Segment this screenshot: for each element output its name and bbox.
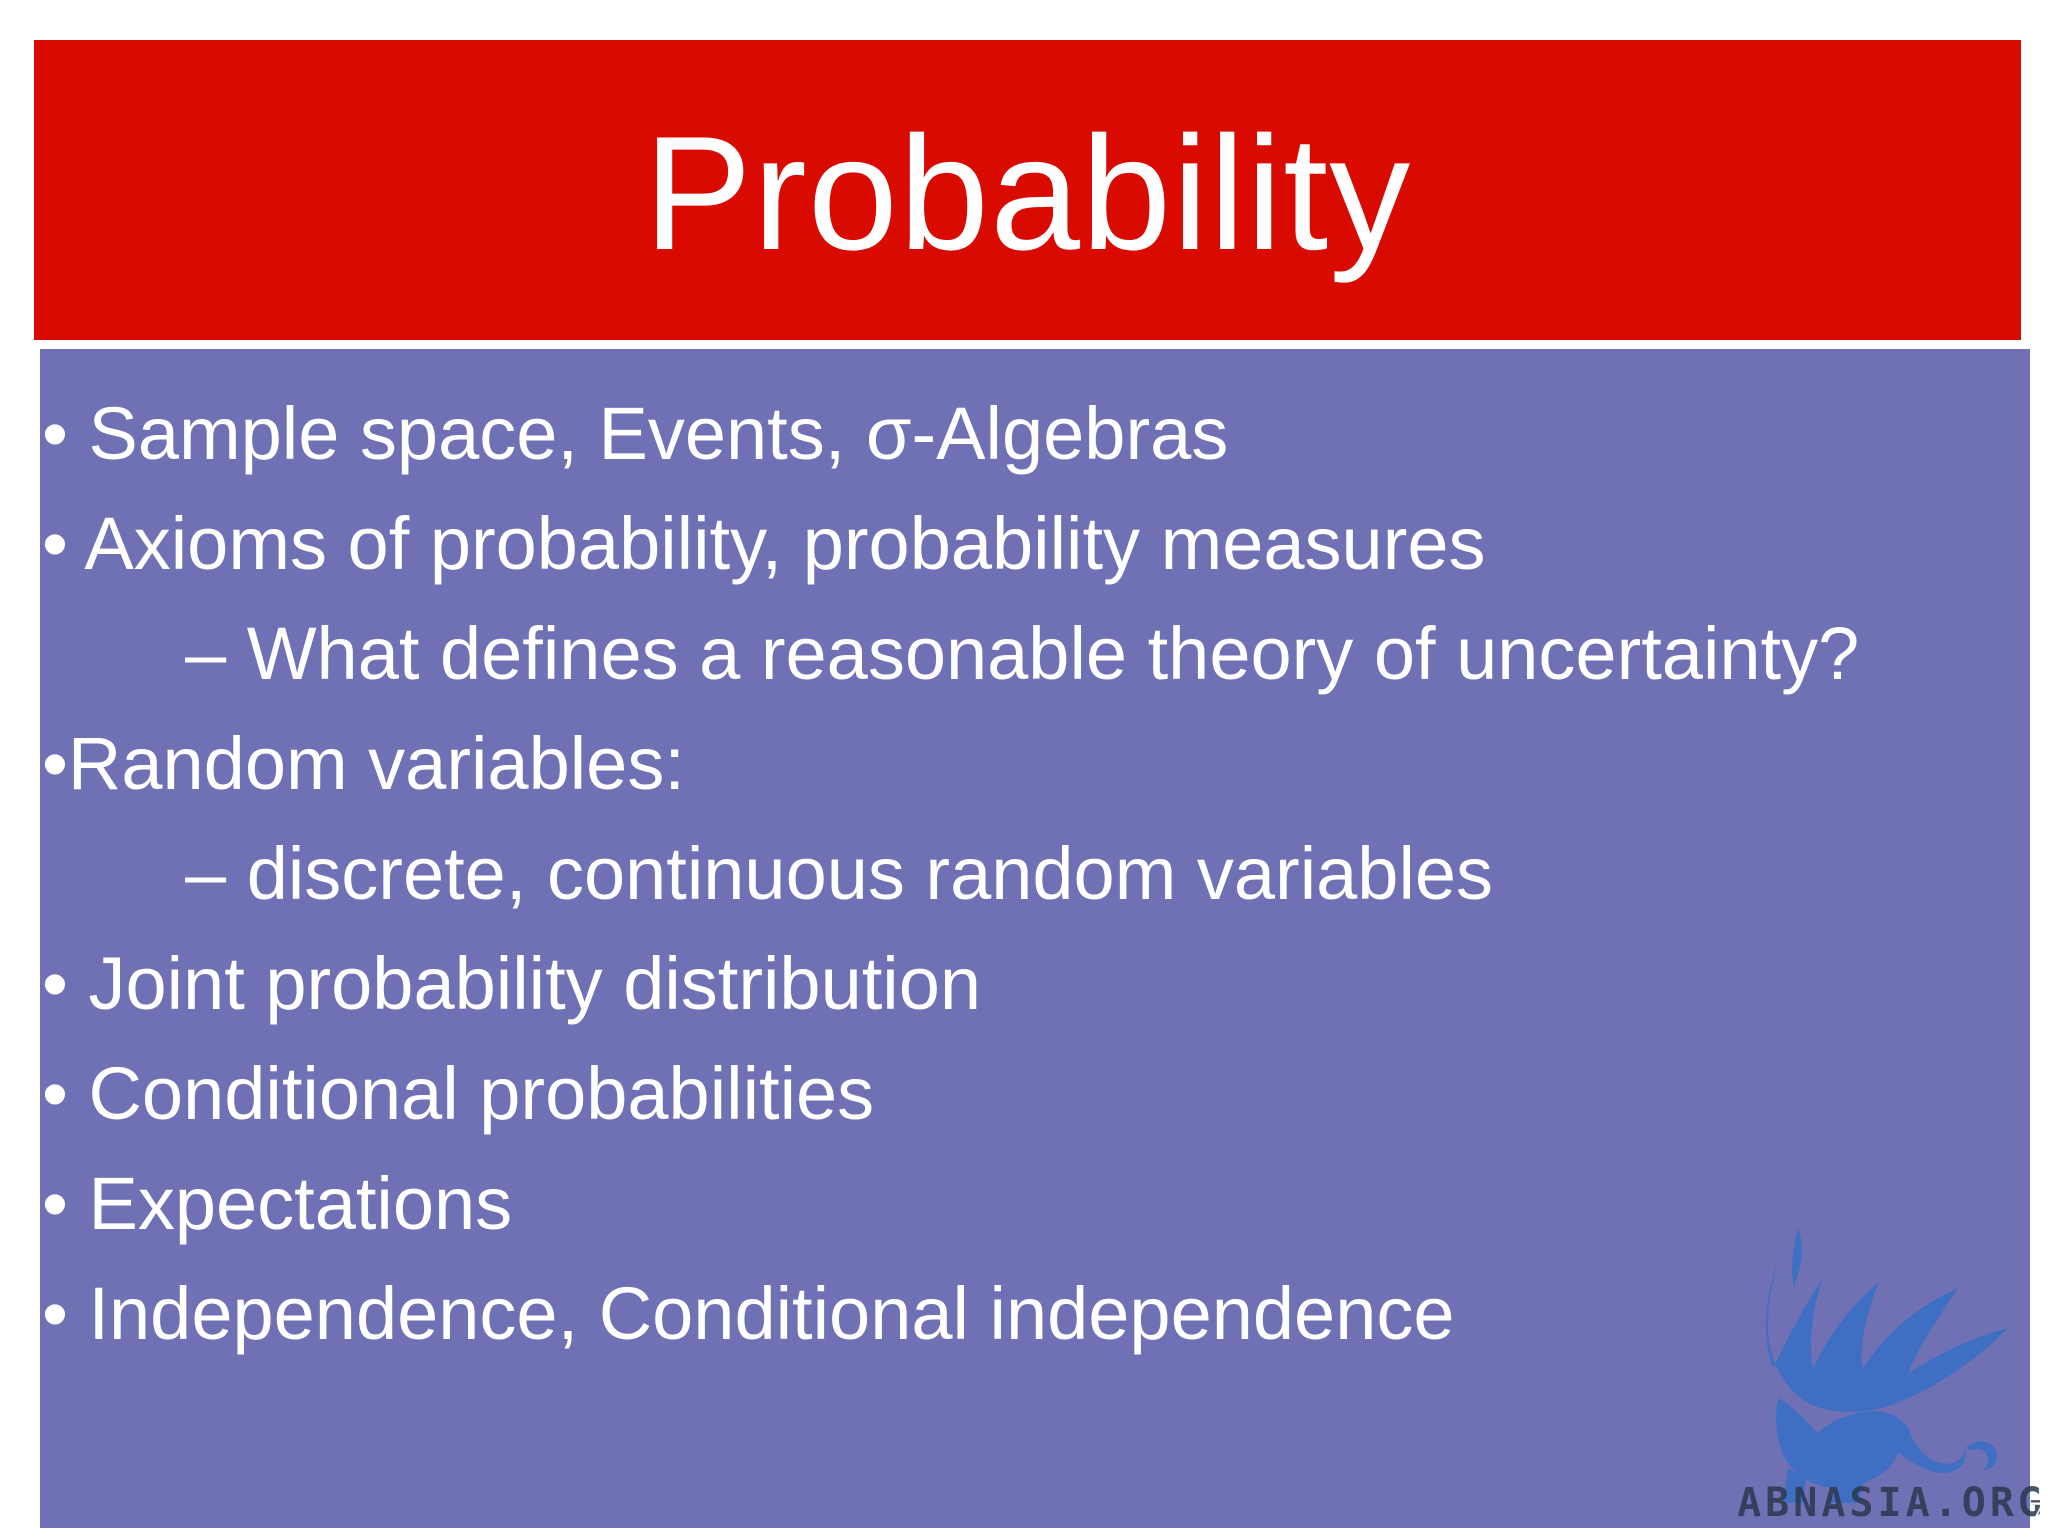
slide-title: Probability [643, 103, 1412, 284]
bullet-item: • Axioms of probability, probability mea… [42, 502, 1486, 585]
bullet-item: • Sample space, Events, σ-Algebras [42, 392, 1229, 475]
page-number: 7 [2029, 1496, 2044, 1529]
bullet-item: • Conditional probabilities [42, 1052, 875, 1135]
bullet-item: • Independence, Conditional independence [42, 1272, 1455, 1355]
bullet-item: • Expectations [42, 1162, 513, 1245]
content-box: • Sample space, Events, σ-Algebras • Axi… [40, 349, 2030, 1528]
bullet-list: • Sample space, Events, σ-Algebras • Axi… [40, 379, 1859, 1369]
bullet-item: •Random variables: [42, 722, 685, 805]
bullet-item: • Joint probability distribution [42, 942, 982, 1025]
watermark-text: ABNASIA.ORG [1737, 1480, 2046, 1526]
sub-bullet-item: – discrete, continuous random variables [185, 832, 1494, 915]
title-bar: Probability [34, 40, 2021, 340]
griffin-logo-icon [1765, 1228, 2008, 1503]
sub-bullet-item: – What defines a reasonable theory of un… [185, 612, 1860, 695]
